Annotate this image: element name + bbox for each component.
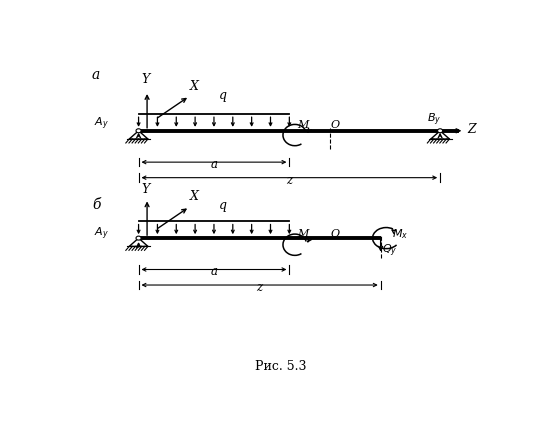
- Text: M: M: [297, 229, 309, 239]
- Text: a: a: [210, 158, 218, 171]
- Text: Y: Y: [142, 73, 150, 86]
- Text: M: M: [297, 120, 309, 130]
- Text: q: q: [219, 199, 227, 212]
- Circle shape: [136, 236, 141, 240]
- Text: $A_y$: $A_y$: [94, 225, 109, 242]
- Circle shape: [136, 129, 141, 133]
- Text: a: a: [210, 265, 218, 278]
- Text: O: O: [330, 229, 340, 239]
- Text: Рис. 5.3: Рис. 5.3: [255, 360, 306, 374]
- Text: б: б: [92, 199, 100, 212]
- Text: Z: Z: [467, 123, 476, 136]
- Text: O: O: [330, 120, 340, 130]
- Text: q: q: [219, 89, 227, 103]
- Text: z: z: [256, 281, 262, 294]
- Text: a: a: [92, 68, 100, 82]
- Text: $M_x$: $M_x$: [392, 227, 408, 241]
- Text: z: z: [286, 174, 293, 187]
- Text: Y: Y: [142, 183, 150, 196]
- Text: $Q_y$: $Q_y$: [382, 243, 397, 260]
- Text: X: X: [190, 80, 198, 93]
- Text: $A_y$: $A_y$: [94, 115, 109, 132]
- Text: X: X: [190, 190, 198, 203]
- Circle shape: [437, 129, 443, 133]
- Text: $B_y$: $B_y$: [427, 112, 442, 128]
